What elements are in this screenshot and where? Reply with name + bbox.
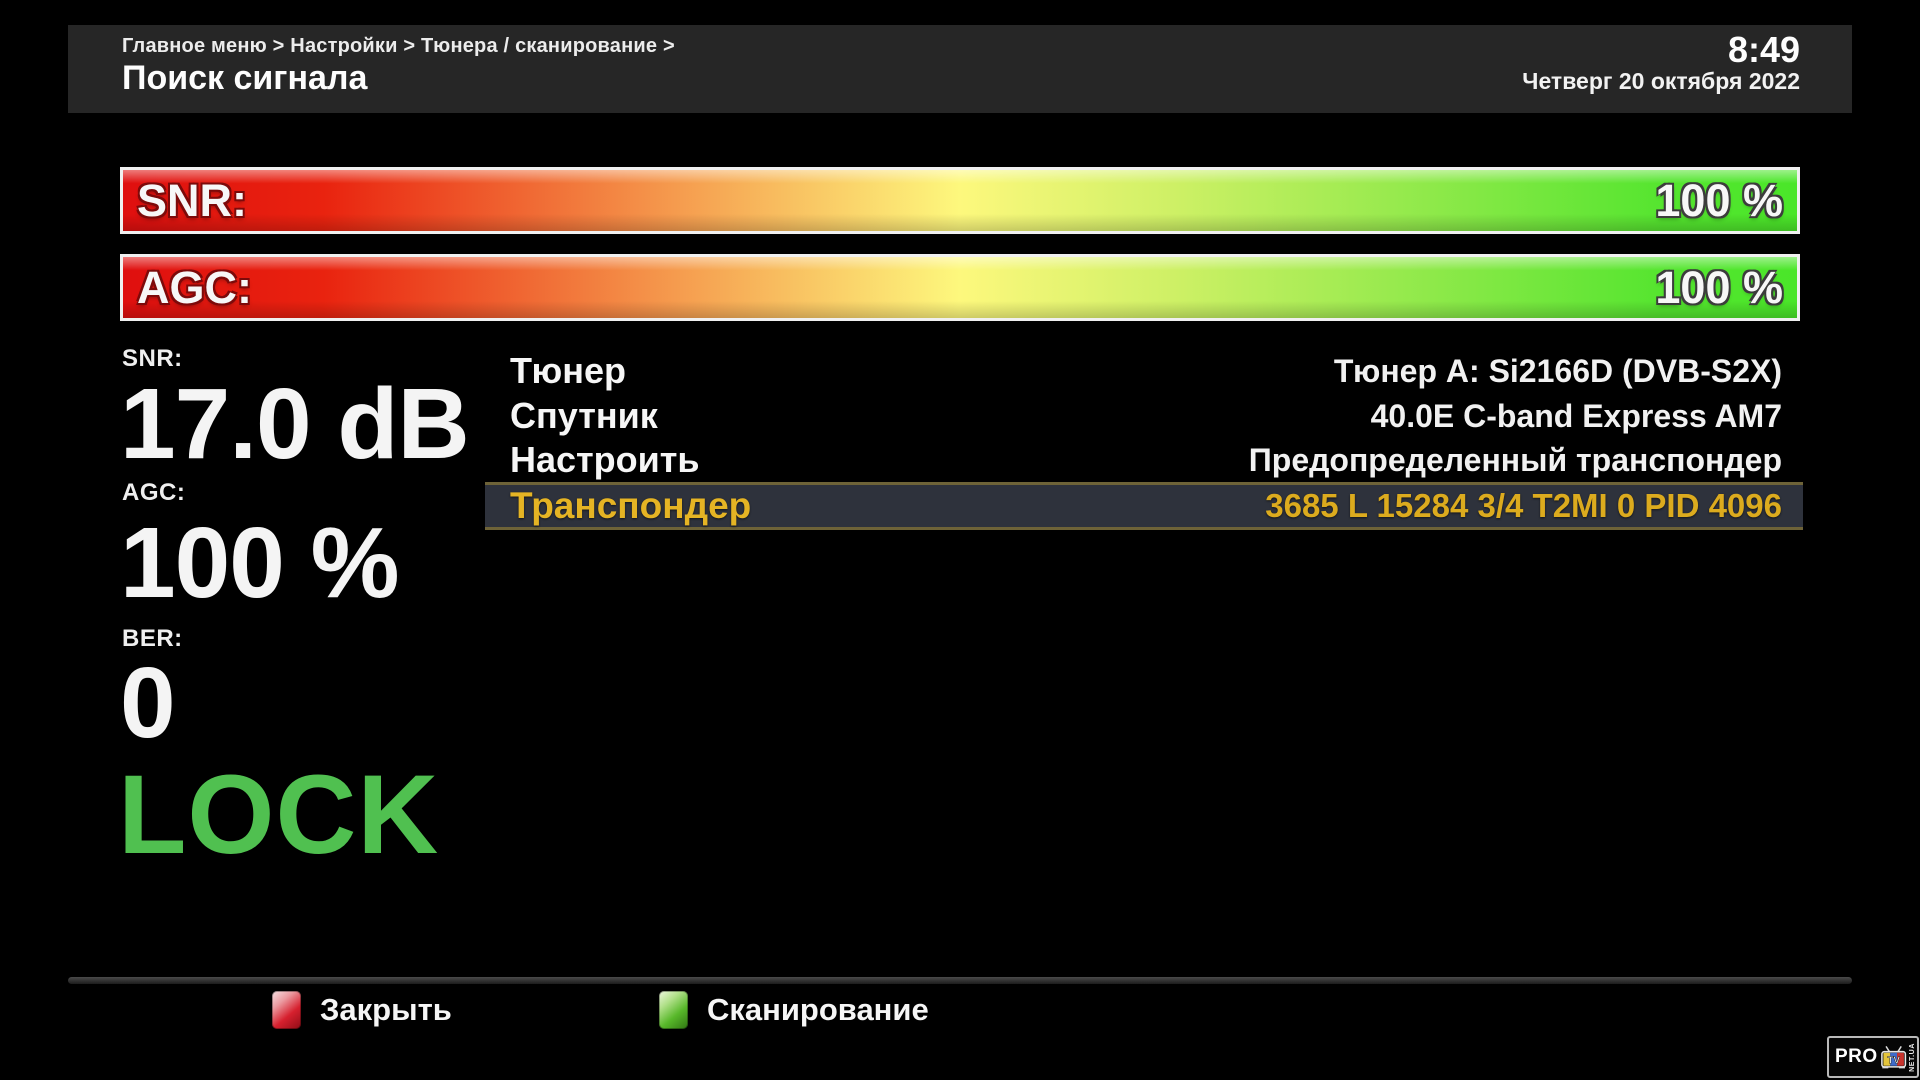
header-bar: Главное меню > Настройки > Тюнера / скан… (68, 25, 1852, 113)
tuner-row-label: Тюнер (510, 350, 627, 391)
close-button[interactable]: Закрыть (272, 990, 452, 1030)
page-title: Поиск сигнала (122, 59, 368, 97)
clock-date: Четверг 20 октября 2022 (1522, 68, 1800, 94)
settings-row-transponder[interactable]: Транспондер 3685 L 15284 3/4 T2MI 0 PID … (485, 482, 1803, 530)
tv-icon-text: TV (1887, 1055, 1900, 1066)
green-key-icon (659, 991, 688, 1029)
protv-logo: PRO TV NET.UA (1827, 1036, 1919, 1078)
snr-bar-label: SNR: (137, 174, 247, 226)
setup-row-value: Предопределенный транспондер (1248, 441, 1782, 478)
settings-row-tuner[interactable]: Тюнер Тюнер A: Si2166D (DVB-S2X) (485, 349, 1803, 393)
agc-signal-bar: AGC: 100 % (120, 254, 1800, 321)
ber-stat-label: BER: (122, 625, 183, 652)
snr-stat-label: SNR: (122, 345, 183, 372)
setup-row-label: Настроить (510, 439, 700, 480)
settings-row-satellite[interactable]: Спутник 40.0E C-band Express AM7 (485, 394, 1803, 438)
agc-bar-label: AGC: (137, 261, 252, 313)
clock-time: 8:49 (1727, 29, 1800, 70)
protv-logo-text: PRO (1835, 1046, 1878, 1067)
clock: 8:49 Четверг 20 октября 2022 (1522, 31, 1800, 94)
transponder-row-label: Транспондер (510, 485, 752, 526)
footer-divider (68, 977, 1852, 984)
close-button-label: Закрыть (320, 992, 452, 1027)
ber-stat-value: 0 (120, 647, 176, 759)
red-key-icon (272, 991, 301, 1029)
protv-logo-suffix: NET.UA (1909, 1042, 1916, 1072)
agc-stat-value: 100 % (120, 507, 400, 619)
tuner-row-value: Тюнер A: Si2166D (DVB-S2X) (1333, 352, 1782, 389)
snr-stat-value: 17.0 dB (120, 368, 470, 480)
breadcrumb: Главное меню > Настройки > Тюнера / скан… (122, 35, 675, 57)
scan-button[interactable]: Сканирование (659, 990, 929, 1030)
tv-icon: TV (1880, 1045, 1906, 1069)
agc-bar-value: 100 % (1655, 261, 1783, 313)
snr-signal-bar: SNR: 100 % (120, 167, 1800, 234)
satellite-row-label: Спутник (510, 395, 658, 436)
agc-stat-label: AGC: (122, 479, 186, 506)
lock-status: LOCK (118, 752, 440, 877)
transponder-row-value: 3685 L 15284 3/4 T2MI 0 PID 4096 (1265, 487, 1782, 524)
satellite-row-value: 40.0E C-band Express AM7 (1370, 397, 1782, 434)
scan-button-label: Сканирование (707, 992, 929, 1027)
snr-bar-value: 100 % (1655, 174, 1783, 226)
settings-row-setup[interactable]: Настроить Предопределенный транспондер (485, 438, 1803, 482)
